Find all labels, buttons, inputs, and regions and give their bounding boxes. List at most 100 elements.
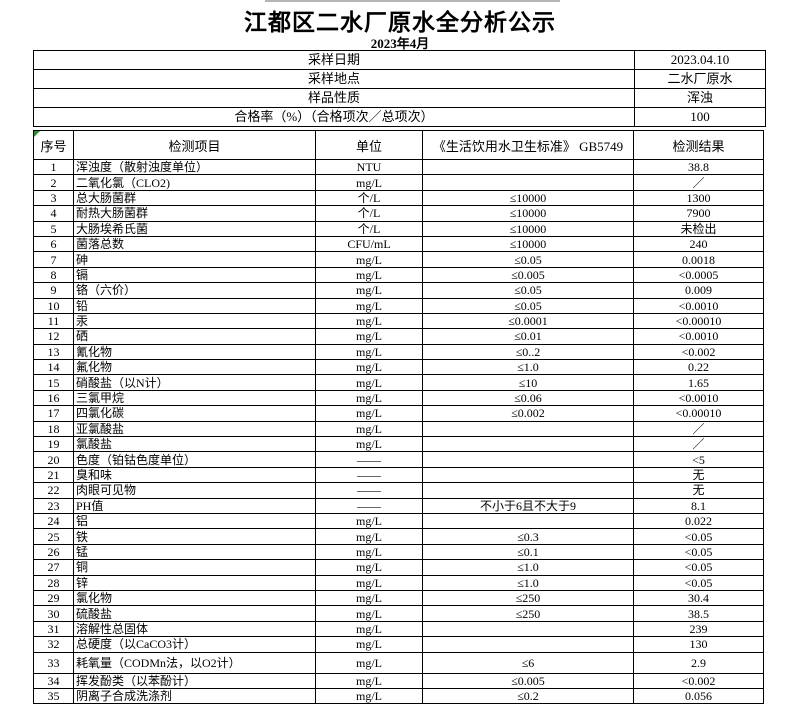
cell-standard: [422, 420, 634, 438]
table-row: 26 锰 mg/L ≤0.1 <0.05: [33, 543, 764, 561]
cell-standard: [422, 466, 634, 484]
info-value-cell: 100: [634, 107, 766, 127]
cell-result: <0.05: [633, 559, 764, 576]
cell-result: <0.0010: [633, 328, 764, 345]
table-row: 4 耐热大肠菌群 个/L ≤10000 7900: [33, 205, 764, 222]
table-row: 9 铬（六价） mg/L ≤0.05 0.009: [33, 282, 764, 299]
cell-result: 0.056: [633, 687, 764, 704]
table-row: 15 硝酸盐（以N计） mg/L ≤10 1.65: [33, 374, 764, 391]
cell-unit: mg/L: [315, 420, 423, 438]
cell-item: 阴离子合成洗涤剂: [73, 687, 316, 704]
cell-result: <0.002: [633, 343, 764, 361]
info-label-cell: 采样日期: [33, 50, 635, 70]
cell-seq: 18: [33, 420, 74, 438]
cell-result: 0.22: [633, 359, 764, 376]
header-cell-unit: 单位: [315, 130, 423, 160]
info-table: 采样日期 2023.04.10 采样地点 二水厂原水 样品性质 浑浊 合格率（%…: [33, 50, 766, 127]
table-row: 13 氰化物 mg/L ≤0..2 <0.002: [33, 343, 764, 361]
cell-standard: ≤0.05: [422, 282, 634, 299]
table-row: 33 耗氧量（CODMn法，以O2计） mg/L ≤6 2.9: [33, 651, 764, 674]
cell-unit: mg/L: [315, 297, 423, 314]
cell-unit: CFU/mL: [315, 235, 423, 253]
cell-seq: 10: [33, 297, 74, 314]
cell-seq: 8: [33, 266, 74, 284]
table-row: 23 PH值 —— 不小于6且不大于9 8.1: [33, 497, 764, 514]
cell-item: 大肠埃希氏菌: [73, 220, 316, 237]
cell-standard: ≤1.0: [422, 574, 634, 591]
cell-result: 无: [633, 482, 764, 499]
cell-standard: ≤1.0: [422, 559, 634, 576]
info-label-cell: 合格率（%）（合格项次／总项次）: [33, 107, 635, 127]
cell-item: 硒: [73, 328, 316, 345]
cell-standard: [422, 158, 634, 176]
cell-unit: NTU: [315, 158, 423, 176]
cell-seq: 21: [33, 466, 74, 484]
cell-result: 2.9: [633, 651, 764, 674]
table-row: 2 二氧化氯（CLO2) mg/L ／: [33, 174, 764, 191]
header-cell-result: 检测结果: [633, 130, 764, 160]
cell-result: <0.05: [633, 528, 764, 545]
cell-standard: [422, 436, 634, 453]
cell-result: 1.65: [633, 374, 764, 391]
cell-seq: 1: [33, 158, 74, 176]
table-row: 5 大肠埃希氏菌 个/L ≤10000 未检出: [33, 220, 764, 237]
table-row: 25 铁 mg/L ≤0.3 <0.05: [33, 528, 764, 545]
cell-unit: ——: [315, 482, 423, 499]
page-title: 江都区二水厂原水全分析公示: [244, 10, 556, 35]
cell-item: 铬（六价）: [73, 282, 316, 299]
cell-item: 汞: [73, 312, 316, 330]
cell-unit: ——: [315, 497, 423, 514]
cell-item: 氟化物: [73, 359, 316, 376]
cell-seq: 19: [33, 436, 74, 453]
table-row: 6 菌落总数 CFU/mL ≤10000 240: [33, 235, 764, 253]
info-value-cell: 二水厂原水: [634, 69, 766, 89]
cell-item: 二氧化氯（CLO2): [73, 174, 316, 191]
cell-result: <0.00010: [633, 405, 764, 422]
cell-standard: ≤0.0001: [422, 312, 634, 330]
cell-result: 0.009: [633, 282, 764, 299]
table-row: 27 铜 mg/L ≤1.0 <0.05: [33, 559, 764, 576]
cell-unit: mg/L: [315, 512, 423, 530]
cell-result: <5: [633, 451, 764, 468]
info-row: 采样地点 二水厂原水: [33, 69, 766, 89]
cell-unit: mg/L: [315, 672, 423, 689]
cell-result: <0.0010: [633, 389, 764, 407]
cell-result: <0.0005: [633, 266, 764, 284]
cell-result: 38.5: [633, 605, 764, 622]
header-cell-item: 检测项目: [73, 130, 316, 160]
info-row: 采样日期 2023.04.10: [33, 50, 766, 70]
cell-unit: mg/L: [315, 636, 423, 653]
cell-item: 色度（铂钴色度单位）: [73, 451, 316, 468]
cell-standard: ≤1.0: [422, 359, 634, 376]
cell-result: 无: [633, 466, 764, 484]
cell-standard: ≤10000: [422, 189, 634, 207]
cell-standard: ≤0.002: [422, 405, 634, 422]
cell-result: 8.1: [633, 497, 764, 514]
cell-item: 硝酸盐（以N计）: [73, 374, 316, 391]
cell-seq: 35: [33, 687, 74, 704]
cell-unit: mg/L: [315, 543, 423, 561]
cell-standard: [422, 451, 634, 468]
cell-item: PH值: [73, 497, 316, 514]
cell-unit: mg/L: [315, 405, 423, 422]
table-row: 19 氯酸盐 mg/L ／: [33, 436, 764, 453]
cell-result: 130: [633, 636, 764, 653]
table-row: 17 四氯化碳 mg/L ≤0.002 <0.00010: [33, 405, 764, 422]
cell-item: 铝: [73, 512, 316, 530]
cell-standard: ≤250: [422, 605, 634, 622]
cell-seq: 17: [33, 405, 74, 422]
table-row: 32 总硬度（以CaCO3计） mg/L 130: [33, 636, 764, 653]
cell-result: 7900: [633, 205, 764, 222]
cell-item: 总硬度（以CaCO3计）: [73, 636, 316, 653]
cell-seq: 15: [33, 374, 74, 391]
cell-standard: ≤0.05: [422, 297, 634, 314]
cell-seq: 29: [33, 589, 74, 607]
cell-item: 总大肠菌群: [73, 189, 316, 207]
cell-unit: mg/L: [315, 374, 423, 391]
cell-unit: mg/L: [315, 343, 423, 361]
cell-result: <0.0010: [633, 297, 764, 314]
cell-standard: ≤10000: [422, 205, 634, 222]
cell-standard: ≤0.2: [422, 687, 634, 704]
cell-seq: 16: [33, 389, 74, 407]
cell-unit: mg/L: [315, 574, 423, 591]
